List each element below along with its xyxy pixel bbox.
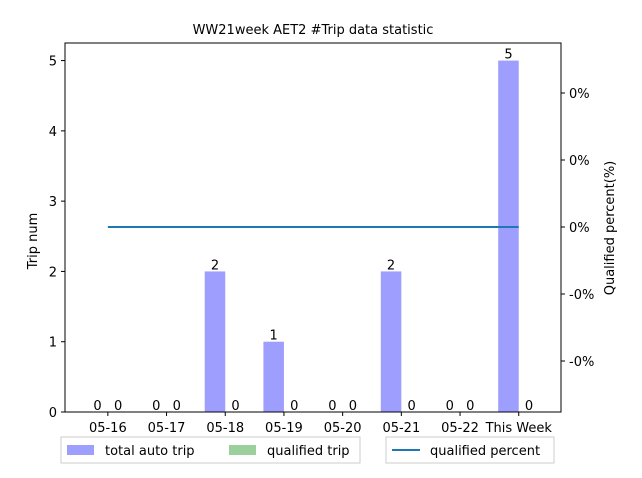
data-label-qualified-trip: 0 bbox=[349, 399, 357, 414]
y2-axis-label: Qualified percent(%) bbox=[603, 161, 618, 296]
bar-total-auto-trip bbox=[498, 60, 519, 412]
y2-tick-label: 0% bbox=[569, 221, 590, 236]
x-tick-label: 05-20 bbox=[324, 421, 362, 436]
chart-title: WW21week AET2 #Trip data statistic bbox=[193, 23, 434, 38]
legend-line: qualified percent bbox=[385, 436, 555, 464]
x-tick-label: 05-22 bbox=[441, 421, 479, 436]
data-label-total-auto-trip: 0 bbox=[152, 399, 160, 414]
y-tick-label: 5 bbox=[49, 55, 57, 70]
y2-tick-label: -0% bbox=[569, 355, 594, 370]
data-label-qualified-trip: 0 bbox=[466, 399, 474, 414]
y2-tick-label: 0% bbox=[569, 87, 590, 102]
data-label-total-auto-trip: 1 bbox=[270, 329, 278, 344]
legend-frame-bars bbox=[60, 436, 361, 464]
y2-tick-label: -0% bbox=[569, 288, 594, 303]
x-tick-label: 05-17 bbox=[148, 421, 186, 436]
data-label-total-auto-trip: 2 bbox=[211, 258, 219, 273]
data-label-qualified-trip: 0 bbox=[114, 399, 122, 414]
y-tick-label: 2 bbox=[49, 265, 57, 280]
data-label-qualified-trip: 0 bbox=[231, 399, 239, 414]
legend-swatch-qualified-trip bbox=[229, 445, 256, 455]
y-tick-label: 4 bbox=[49, 125, 57, 140]
data-label-total-auto-trip: 0 bbox=[93, 399, 101, 414]
data-label-qualified-trip: 0 bbox=[290, 399, 298, 414]
legend-swatch-total-auto-trip bbox=[67, 445, 94, 455]
data-label-total-auto-trip: 5 bbox=[504, 48, 512, 63]
data-label-qualified-trip: 0 bbox=[173, 399, 181, 414]
x-tick-label: 05-16 bbox=[89, 421, 127, 436]
legend-label-qualified-percent: qualified percent bbox=[430, 444, 540, 459]
x-tick-label: 05-18 bbox=[206, 421, 244, 436]
legend-bars: total auto trip qualified trip bbox=[60, 436, 361, 464]
x-tick-label: 05-19 bbox=[265, 421, 303, 436]
bar-total-auto-trip bbox=[263, 341, 284, 412]
y-tick-label: 3 bbox=[49, 195, 57, 210]
x-tick-label: 05-21 bbox=[382, 421, 420, 436]
data-label-qualified-trip: 0 bbox=[525, 399, 533, 414]
y-axis-label: Trip num bbox=[26, 213, 41, 271]
legend-label-qualified-trip: qualified trip bbox=[267, 444, 350, 459]
y2-tick-label: 0% bbox=[569, 154, 590, 169]
y-tick-label: 0 bbox=[49, 406, 57, 421]
y-tick-label: 1 bbox=[49, 336, 57, 351]
x-tick-label: This Week bbox=[485, 421, 553, 436]
legend-label-total-auto-trip: total auto trip bbox=[105, 444, 195, 459]
bar-total-auto-trip bbox=[204, 271, 226, 412]
bar-total-auto-trip bbox=[380, 271, 402, 412]
data-label-qualified-trip: 0 bbox=[407, 399, 415, 414]
data-label-total-auto-trip: 0 bbox=[328, 399, 336, 414]
data-label-total-auto-trip: 0 bbox=[446, 399, 454, 414]
data-label-total-auto-trip: 2 bbox=[387, 258, 395, 273]
